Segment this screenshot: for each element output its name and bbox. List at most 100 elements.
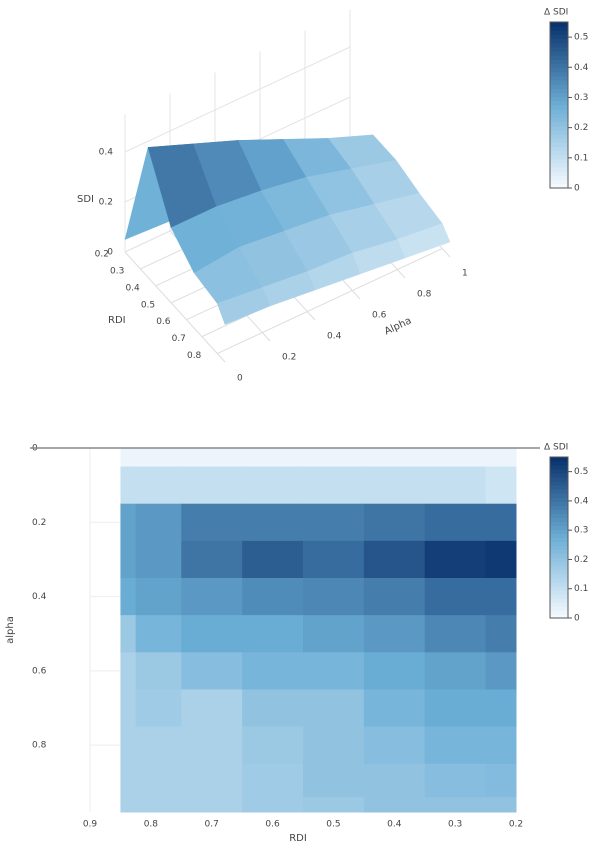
contour-cell — [485, 540, 517, 579]
colorbar-segment — [550, 521, 568, 526]
colorbar-segment — [550, 167, 568, 172]
colorbar-segment — [550, 517, 568, 522]
contour-cell — [120, 652, 137, 690]
contour-cell — [181, 503, 243, 542]
contour-cell — [363, 578, 426, 616]
contour-cell — [485, 797, 517, 813]
grid-line — [217, 248, 443, 354]
colorbar-segment — [550, 541, 568, 547]
contour-cell — [424, 466, 487, 505]
colorbar-segment — [550, 183, 568, 189]
contour-cell — [181, 763, 243, 798]
contour-cell — [135, 797, 182, 813]
contour-cell — [485, 615, 517, 653]
contour-cell — [303, 652, 365, 690]
colorbar-segment — [550, 146, 568, 152]
contour-cell — [424, 540, 487, 579]
colorbar-segment — [550, 589, 568, 595]
contour-cell — [120, 615, 137, 653]
colorbar-segment — [550, 100, 568, 106]
contour-cell — [424, 578, 487, 616]
colorbar-segment — [550, 142, 568, 147]
contour-cell — [120, 726, 137, 765]
contour-cell — [242, 652, 304, 690]
contour-cell — [485, 578, 517, 616]
colorbar-segment — [550, 601, 568, 607]
contour-cell — [242, 503, 304, 542]
contour-cell — [135, 763, 182, 798]
colorbar-segment — [550, 59, 568, 64]
contour-cell — [135, 448, 182, 468]
colorbar-segment — [550, 125, 568, 131]
contour-cell — [181, 726, 243, 765]
colorbar-segment — [550, 38, 568, 44]
colorbar-title: Δ SDI — [544, 8, 568, 18]
x-tick-label: 0.6 — [265, 820, 280, 830]
y-tick-label: 0.8 — [417, 290, 432, 300]
contour-cell — [242, 689, 304, 728]
x-tick-label: 0.2 — [509, 820, 523, 830]
contour-cell — [485, 726, 517, 765]
contour-cell — [424, 763, 487, 798]
colorbar-tick-label: 0 — [574, 614, 580, 624]
contour-cell — [120, 797, 137, 813]
colorbar-segment — [550, 581, 568, 587]
contour-cell — [120, 578, 137, 616]
contour-cell — [303, 503, 365, 542]
colorbar-segment — [550, 30, 568, 35]
colorbar-segment — [550, 461, 568, 466]
colorbar-segment — [550, 609, 568, 615]
colorbar-segment — [550, 465, 568, 470]
contour-cell — [181, 466, 243, 505]
colorbar-segment — [550, 501, 568, 506]
colorbar-segment — [550, 573, 568, 579]
contour-cell — [424, 615, 487, 653]
contour-cell — [181, 689, 243, 728]
y-tick-label: 0.8 — [32, 741, 47, 751]
colorbar-segment — [550, 163, 568, 168]
colorbar-segment — [550, 171, 568, 177]
y-tick-label: 0.6 — [372, 311, 387, 321]
colorbar-segment — [550, 457, 568, 462]
x-tick-label: 0.5 — [141, 300, 155, 310]
colorbar-tick-label: 0.5 — [574, 467, 588, 477]
colorbar-segment — [550, 26, 568, 31]
colorbar-segment — [550, 537, 568, 543]
contour-cell — [242, 540, 304, 579]
colorbar-segment — [550, 117, 568, 123]
contour-cell — [485, 466, 517, 505]
contour-cell — [135, 503, 182, 542]
contour-cell — [181, 797, 243, 813]
colorbar-segment — [550, 469, 568, 474]
contour-cell — [424, 448, 487, 468]
colorbar-segment — [550, 545, 568, 551]
colorbar-segment — [550, 109, 568, 114]
colorbar-segment — [550, 561, 568, 567]
grid-line — [124, 46, 351, 153]
x-tick-label: 0.8 — [187, 351, 202, 361]
colorbar-segment — [550, 477, 568, 482]
x-tick-label: 0.3 — [448, 820, 462, 830]
contour-cell — [485, 652, 517, 690]
contour-cell — [242, 466, 304, 505]
x-axis-label: RDI — [289, 833, 307, 844]
contour-cell — [120, 503, 137, 542]
surface-patch — [216, 287, 271, 325]
contour-cell — [242, 578, 304, 616]
colorbar-segment — [550, 485, 568, 490]
colorbar-segment — [550, 593, 568, 599]
contour-cell — [181, 540, 243, 579]
colorbar-segment — [550, 481, 568, 486]
contour-cell — [303, 726, 365, 765]
colorbar-segment — [550, 613, 568, 619]
colorbar-segment — [550, 113, 568, 118]
contour-cell — [424, 652, 487, 690]
x-tick-label: 0.8 — [144, 820, 159, 830]
colorbar-segment — [550, 80, 568, 85]
colorbar-tick-label: 0.2 — [574, 555, 588, 565]
z-tick-label: 0.2 — [99, 198, 113, 208]
colorbar-segment — [550, 46, 568, 52]
colorbar-segment — [550, 513, 568, 518]
contour-cell — [363, 763, 426, 798]
